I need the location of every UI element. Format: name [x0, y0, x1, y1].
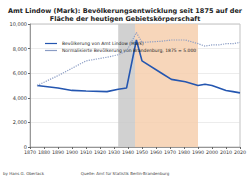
svg-text:2020: 2020	[234, 150, 246, 155]
svg-text:1980: 1980	[178, 150, 190, 155]
svg-text:10,000: 10,000	[10, 21, 28, 27]
svg-text:1900: 1900	[66, 150, 78, 155]
svg-text:1990: 1990	[192, 150, 204, 155]
svg-text:1940: 1940	[122, 150, 134, 155]
svg-text:1960: 1960	[150, 150, 162, 155]
svg-text:Quelle: Amt für Statistik Berl: Quelle: Amt für Statistik Berlin-Branden…	[81, 171, 170, 176]
svg-text:1870: 1870	[24, 150, 36, 155]
svg-text:Bevölkerung von Amt Lindow (Ma: Bevölkerung von Amt Lindow (Mark)	[62, 41, 144, 46]
svg-text:8,000: 8,000	[13, 46, 27, 52]
svg-text:6,000: 6,000	[13, 70, 27, 76]
svg-text:1950: 1950	[136, 150, 148, 155]
svg-text:1880: 1880	[38, 150, 50, 155]
svg-text:1910: 1910	[80, 150, 92, 155]
svg-text:4,000: 4,000	[13, 95, 27, 101]
svg-text:Normalisierte Bevölkerung von: Normalisierte Bevölkerung von Brandenbur…	[62, 48, 196, 53]
svg-text:Fläche der heutigen Gebietskör: Fläche der heutigen Gebietskörperschaft	[50, 15, 200, 23]
svg-text:2,000: 2,000	[13, 119, 27, 125]
svg-text:1930: 1930	[108, 150, 120, 155]
svg-text:1890: 1890	[52, 150, 64, 155]
svg-text:1970: 1970	[164, 150, 176, 155]
svg-text:2010: 2010	[220, 150, 232, 155]
svg-text:0: 0	[23, 144, 27, 150]
svg-text:2000: 2000	[206, 150, 218, 155]
svg-text:1920: 1920	[94, 150, 106, 155]
svg-text:Amt Lindow (Mark): Bevölkerung: Amt Lindow (Mark): Bevölkerungsentwicklu…	[8, 7, 243, 15]
svg-text:by Hans G. Oberlack: by Hans G. Oberlack	[3, 171, 45, 176]
